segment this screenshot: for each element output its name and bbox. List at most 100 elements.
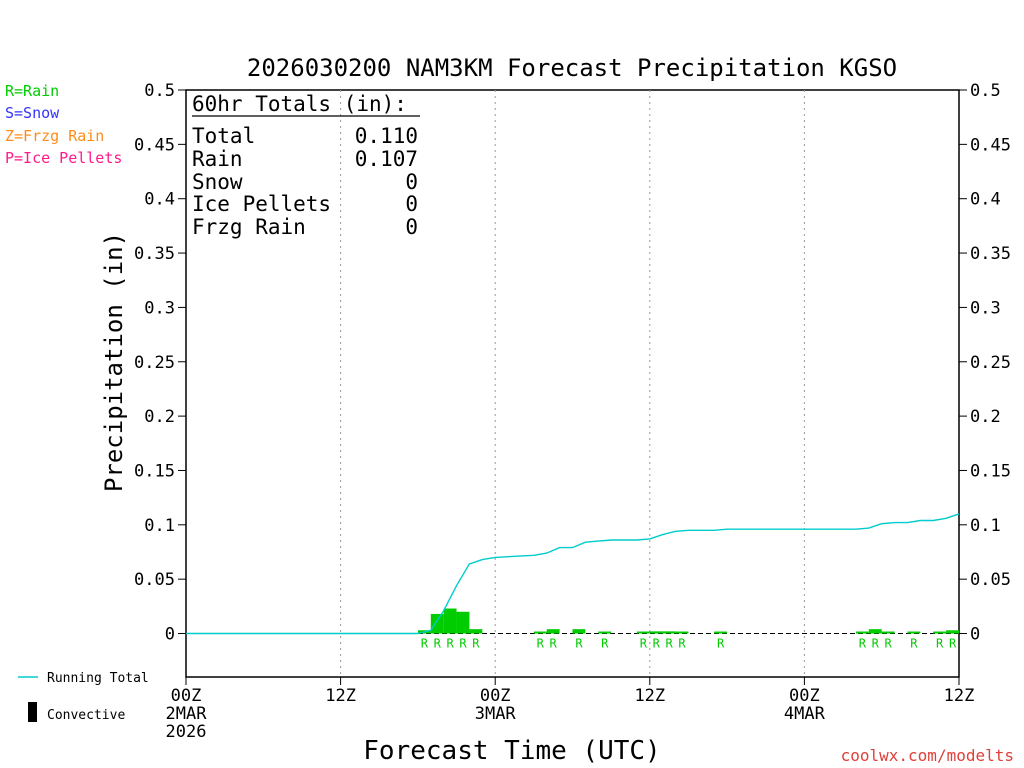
y-tick-label-left: 0.35 <box>134 244 175 264</box>
y-axis-left: 0 0.05 0.1 0.15 0.2 0.25 0.3 0.35 0.4 0.45 0.5 <box>134 81 186 645</box>
ptype-mark: R <box>575 637 583 651</box>
y-tick-label-left: 0.5 <box>144 81 175 101</box>
legend-frzg-rain: Z=Frzg Rain <box>5 127 104 145</box>
y-tick-label-right: 0.45 <box>970 135 1011 155</box>
precip-bar <box>533 631 547 634</box>
x-tick-label: 12Z <box>944 686 975 706</box>
x-tick-label: 12Z <box>325 686 356 706</box>
ptype-mark: R <box>550 637 558 651</box>
precip-bar <box>933 631 947 634</box>
totals-value-snow: 0 <box>405 170 418 194</box>
ptype-mark: R <box>472 637 480 651</box>
ptype-mark: R <box>885 637 893 651</box>
y-tick-label-right: 0 <box>970 625 980 645</box>
ptype-mark: R <box>537 637 545 651</box>
legend-rain: R=Rain <box>5 82 59 100</box>
totals-value-rain: 0.107 <box>355 147 418 171</box>
totals-box: 60hr Totals (in): Total 0.110 Rain 0.107… <box>192 92 420 239</box>
totals-value-frzg-rain: 0 <box>405 215 418 239</box>
precip-bar <box>855 631 869 634</box>
totals-label-snow: Snow <box>192 170 243 194</box>
convective-swatch <box>28 702 37 722</box>
vertical-gridlines <box>340 90 805 677</box>
y-tick-label-right: 0.2 <box>970 407 1001 427</box>
totals-value-total: 0.110 <box>355 124 418 148</box>
y-tick-label-right: 0.1 <box>970 516 1001 536</box>
chart-title: 2026030200 NAM3KM Forecast Precipitation… <box>247 54 897 82</box>
precip-bar <box>881 631 895 634</box>
x-tick-label: 12Z <box>634 686 665 706</box>
x-axis-label: Forecast Time (UTC) <box>363 736 660 766</box>
ptype-mark: R <box>859 637 867 651</box>
ptype-legend: R=Rain S=Snow Z=Frzg Rain P=Ice Pellets <box>5 82 122 167</box>
x-tick-date: 2MAR <box>166 704 208 724</box>
precip-bar <box>907 631 921 634</box>
y-tick-label-left: 0.4 <box>144 190 175 210</box>
y-tick-label-right: 0.25 <box>970 353 1011 373</box>
y-axis-right: 0 0.05 0.1 0.15 0.2 0.25 0.3 0.35 0.4 0.45 0.5 <box>959 81 1011 645</box>
running-total-legend-label: Running Total <box>47 671 149 686</box>
x-tick-date: 4MAR <box>784 704 826 724</box>
ptype-mark: R <box>872 637 880 651</box>
precip-bar <box>636 631 650 634</box>
ptype-mark: R <box>717 637 725 651</box>
precip-bar <box>662 631 676 634</box>
y-tick-label-left: 0.45 <box>134 135 175 155</box>
y-tick-label-left: 0.05 <box>134 570 175 590</box>
precip-bar <box>868 629 882 634</box>
running-total-line <box>186 513 960 635</box>
precip-bar <box>456 611 470 634</box>
precip-bar <box>546 629 560 634</box>
ptype-mark: R <box>421 637 429 651</box>
x-tick-label: 00Z <box>171 686 202 706</box>
precip-bar <box>430 613 444 634</box>
x-tick-year: 2026 <box>166 722 207 742</box>
legend-snow: S=Snow <box>5 104 60 122</box>
x-tick-label: 00Z <box>789 686 820 706</box>
ptype-mark: R <box>678 637 686 651</box>
ptype-mark: R <box>653 637 661 651</box>
convective-legend-label: Convective <box>47 708 125 723</box>
precip-bar <box>598 631 612 634</box>
line-legend: Running Total Convective <box>18 671 149 723</box>
totals-heading: 60hr Totals (in): <box>192 92 407 116</box>
ptype-mark: R <box>640 637 648 651</box>
ptype-mark: R <box>434 637 442 651</box>
y-tick-label-right: 0.5 <box>970 81 1001 101</box>
plot-frame <box>185 89 960 678</box>
precip-bar <box>946 630 959 634</box>
totals-label-frzg-rain: Frzg Rain <box>192 215 306 239</box>
precip-bar <box>675 631 689 634</box>
precip-bar <box>714 631 728 634</box>
y-tick-label-right: 0.4 <box>970 190 1001 210</box>
ptype-mark: R <box>936 637 944 651</box>
site-credit: coolwx.com/modelts <box>841 746 1014 765</box>
y-tick-label-right: 0.15 <box>970 461 1011 481</box>
y-axis-label: Precipitation (in) <box>100 232 128 492</box>
y-tick-label-left: 0.15 <box>134 461 175 481</box>
y-tick-label-left: 0.3 <box>144 298 175 318</box>
totals-value-ice-pellets: 0 <box>405 192 418 216</box>
y-tick-label-left: 0.1 <box>144 516 175 536</box>
ptype-mark: R <box>601 637 609 651</box>
legend-ice-pellets: P=Ice Pellets <box>5 149 122 167</box>
y-tick-label-left: 0.25 <box>134 353 175 373</box>
ptype-mark: R <box>949 637 957 651</box>
precip-bars <box>417 608 959 634</box>
ptype-mark: R <box>666 637 674 651</box>
totals-label-total: Total <box>192 124 255 148</box>
y-tick-label-right: 0.05 <box>970 570 1011 590</box>
precip-bar <box>443 608 457 634</box>
precip-bar <box>649 631 663 634</box>
x-tick-date: 3MAR <box>475 704 517 724</box>
y-tick-label-left: 0 <box>165 625 175 645</box>
ptype-mark: R <box>446 637 454 651</box>
precip-bar <box>572 629 586 634</box>
totals-label-rain: Rain <box>192 147 243 171</box>
x-tick-label: 00Z <box>480 686 511 706</box>
precip-bar <box>469 629 483 634</box>
ptype-mark: R <box>459 637 467 651</box>
